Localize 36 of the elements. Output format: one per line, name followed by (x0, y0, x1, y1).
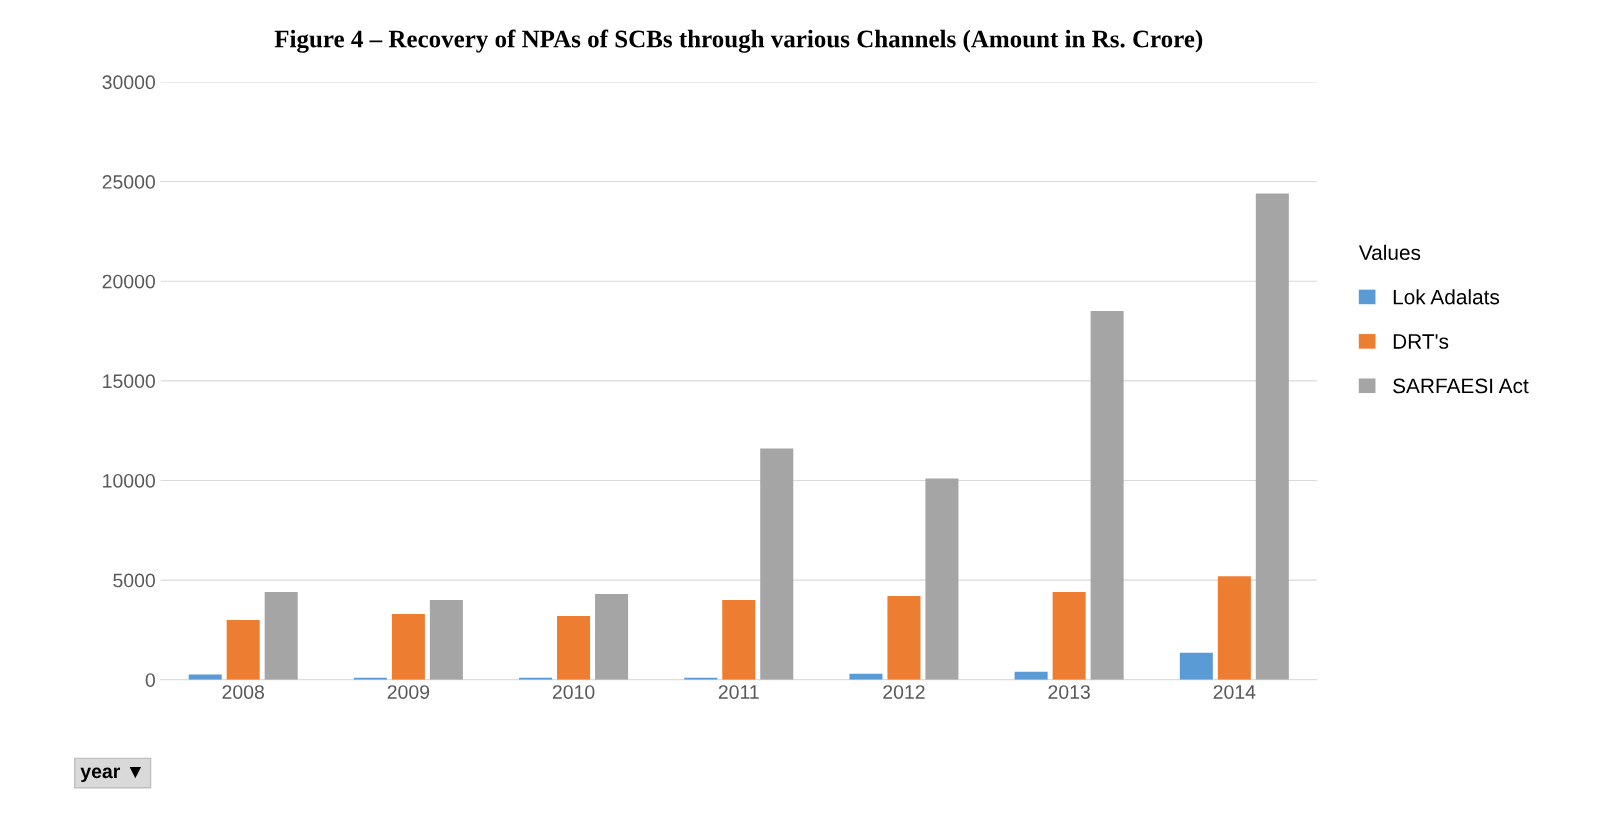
legend-label: DRT's (1393, 334, 1449, 349)
bar (760, 448, 794, 680)
bar (1090, 311, 1124, 680)
bar (595, 594, 629, 680)
x-tick-label: 2011 (718, 685, 759, 699)
y-tick-label: 0 (145, 673, 155, 688)
bar (1255, 193, 1289, 680)
bar (557, 616, 591, 680)
y-tick-label: 10000 (103, 473, 155, 488)
x-tick-label: 2009 (387, 685, 430, 699)
bar (925, 478, 959, 680)
bar (887, 596, 921, 680)
y-tick-label: 30000 (102, 75, 155, 90)
x-tick-label: 2010 (552, 685, 595, 699)
legend-title: Values (1358, 244, 1421, 261)
y-tick-label: 20000 (102, 274, 155, 289)
bar (1052, 592, 1086, 680)
legend-label: SARFAESI Act (1393, 378, 1529, 394)
legend-label: Lok Adalats (1393, 289, 1500, 305)
bar (722, 600, 756, 680)
x-tick-label: 2013 (1048, 685, 1090, 699)
y-tick-label: 5000 (113, 573, 155, 588)
bar (391, 614, 425, 680)
text: year ▼ (80, 766, 142, 783)
bar (429, 600, 463, 680)
y-tick-label: 15000 (103, 374, 155, 389)
x-tick-label: 2008 (222, 685, 264, 699)
x-tick-label: 2014 (1213, 685, 1256, 699)
y-tick-label: 25000 (102, 175, 155, 189)
bar (1217, 576, 1251, 680)
bar (1179, 652, 1213, 680)
bar (264, 592, 298, 680)
bar (226, 619, 260, 680)
chart-title: Figure 4 – Recovery of NPAs of SCBs through various Channels (Amount in Rs. Crore) (274, 29, 1203, 53)
x-tick-label: 2012 (883, 685, 925, 699)
bar (188, 674, 222, 680)
